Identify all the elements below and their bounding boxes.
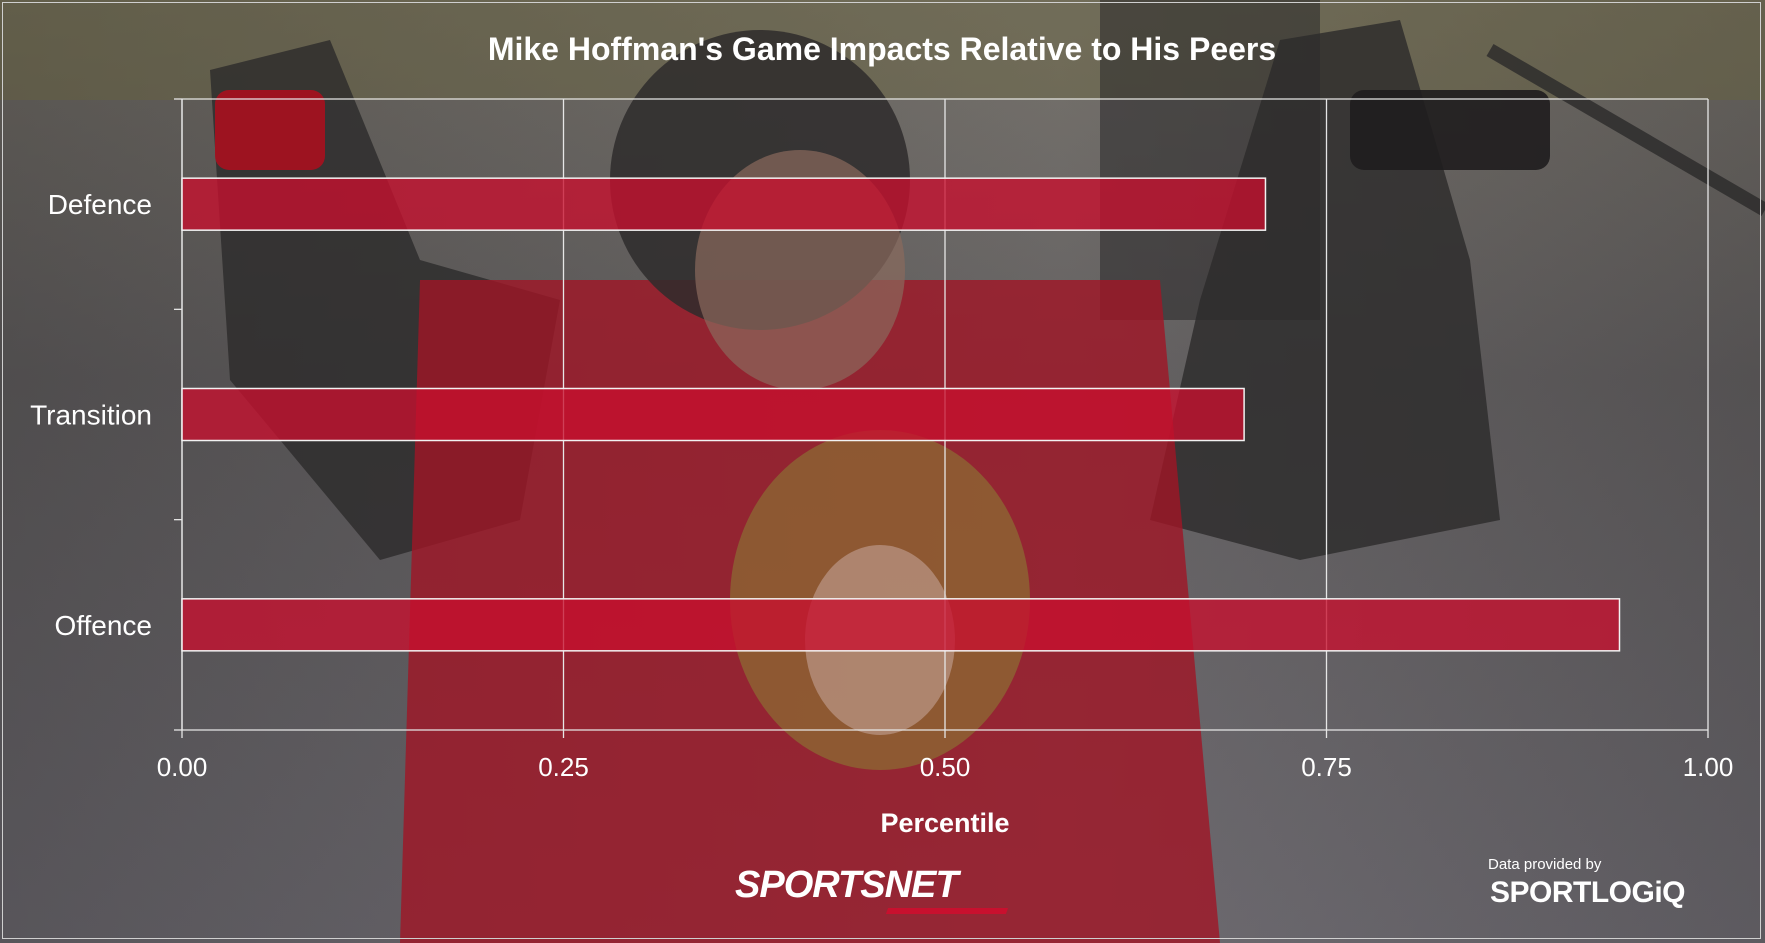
data-credit-label: Data provided by xyxy=(1488,856,1602,873)
bar-defence xyxy=(181,177,1267,231)
x-tick-label: 0.50 xyxy=(920,752,971,782)
category-label: Transition xyxy=(30,400,152,431)
category-label: Offence xyxy=(54,610,152,641)
chart-title: Mike Hoffman's Game Impacts Relative to … xyxy=(488,31,1276,67)
x-tick-label: 1.00 xyxy=(1683,752,1734,782)
sportsnet-logo-text: SPORTSNET xyxy=(735,864,959,906)
x-axis-title: Percentile xyxy=(880,808,1009,838)
sportsnet-swoosh-icon xyxy=(885,908,1009,914)
sportsnet-logo: SPORTSNET xyxy=(735,864,1040,914)
bar-transition xyxy=(181,387,1245,442)
sportlogiq-logo: SPORTLOGiQ xyxy=(1490,876,1686,909)
bar-offence xyxy=(181,598,1621,652)
category-label: Defence xyxy=(48,189,152,220)
x-tick-label: 0.00 xyxy=(157,752,208,782)
x-tick-label: 0.25 xyxy=(538,752,589,782)
x-tick-label: 0.75 xyxy=(1301,752,1352,782)
plot-area: 0.00 0.25 0.50 0.75 1.00 Defence Transition Off… xyxy=(30,98,1734,782)
